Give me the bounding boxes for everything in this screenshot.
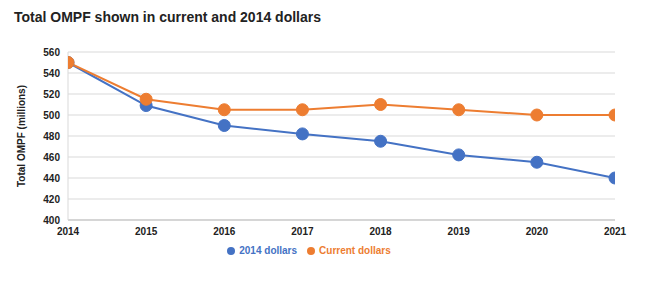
svg-text:440: 440 <box>43 173 60 184</box>
svg-text:2018: 2018 <box>369 226 392 237</box>
svg-text:2016: 2016 <box>213 226 236 237</box>
svg-text:2014: 2014 <box>57 226 80 237</box>
svg-text:2021: 2021 <box>604 226 627 237</box>
html-text:Total OMPF shown in current an: Total OMPF shown in current and 2014 dol… <box>14 9 321 25</box>
svg-text:560: 560 <box>43 47 60 58</box>
svg-text:2019: 2019 <box>448 226 471 237</box>
svg-text:460: 460 <box>43 152 60 163</box>
svg-text:400: 400 <box>43 215 60 226</box>
svg-text:2015: 2015 <box>135 226 158 237</box>
svg-text:420: 420 <box>43 194 60 205</box>
html-text:2014 dollars: 2014 dollars <box>239 245 298 256</box>
svg-text:2020: 2020 <box>526 226 549 237</box>
svg-text:Total OMPF (millions): Total OMPF (millions) <box>16 85 27 187</box>
svg-text:480: 480 <box>43 131 60 142</box>
svg-text:2017: 2017 <box>291 226 314 237</box>
html-text:Current dollars: Current dollars <box>319 245 391 256</box>
svg-text:500: 500 <box>43 110 60 121</box>
svg-text:520: 520 <box>43 89 60 100</box>
svg-text:540: 540 <box>43 68 60 79</box>
